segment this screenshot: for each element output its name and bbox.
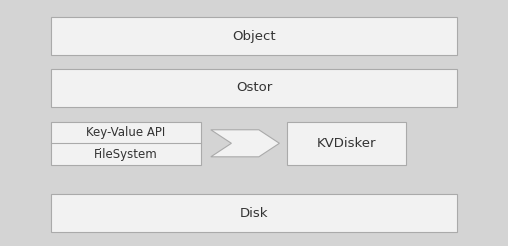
Polygon shape xyxy=(211,130,279,157)
FancyBboxPatch shape xyxy=(51,69,457,107)
FancyBboxPatch shape xyxy=(287,122,406,165)
Text: Disk: Disk xyxy=(240,207,268,220)
FancyBboxPatch shape xyxy=(51,194,457,232)
Text: FileSystem: FileSystem xyxy=(94,148,157,161)
Text: KVDisker: KVDisker xyxy=(317,137,376,150)
FancyBboxPatch shape xyxy=(51,122,201,165)
Text: Ostor: Ostor xyxy=(236,81,272,94)
Text: Key-Value API: Key-Value API xyxy=(86,126,166,139)
Text: Object: Object xyxy=(232,30,276,43)
FancyBboxPatch shape xyxy=(51,17,457,55)
